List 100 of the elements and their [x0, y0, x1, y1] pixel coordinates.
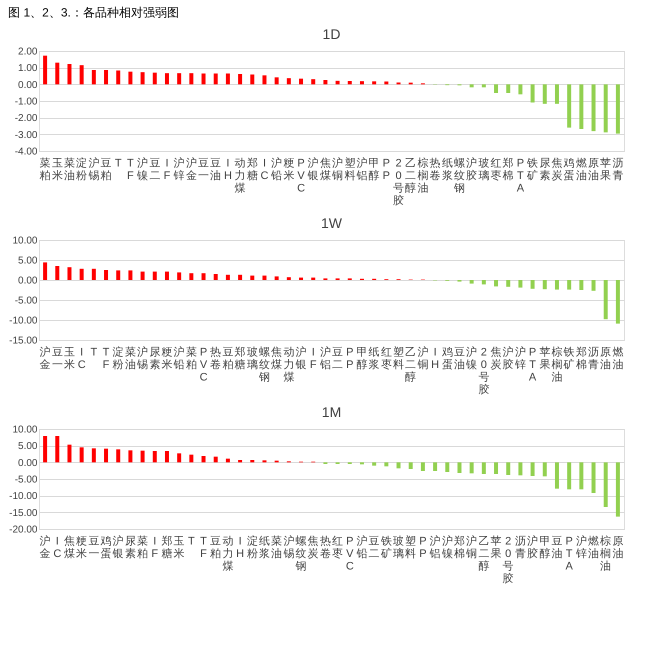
bar: [140, 72, 145, 84]
bar: [518, 280, 522, 288]
bar: [116, 449, 120, 462]
bar: [567, 280, 572, 290]
bar: [164, 73, 169, 84]
bar: [214, 456, 218, 462]
bar: [177, 73, 182, 84]
bar: [506, 84, 510, 93]
x-tick-label: 鸡蛋: [562, 158, 575, 182]
x-tick-label: 淀粉: [76, 156, 88, 182]
y-tick-label: 0.00: [18, 276, 38, 286]
x-tick-label: 沪铅: [355, 534, 368, 560]
bar: [152, 72, 157, 84]
y-tick-label: -1.00: [14, 96, 38, 108]
x-tick-label: 菜粕: [186, 346, 197, 371]
bar: [164, 451, 169, 462]
x-tick-label: 淀粉: [112, 346, 124, 371]
x-tick-label: 沪锡: [136, 346, 148, 371]
x-tick-label: 豆二: [368, 536, 380, 560]
x-tick-label: 沪胶: [527, 534, 538, 560]
x-tick-label: 郑糖: [161, 536, 172, 560]
x-tick-label: 原油: [612, 536, 624, 560]
bar: [43, 436, 48, 462]
x-tick-label: 热卷: [430, 158, 441, 182]
x-tick-label: 红枣: [380, 346, 392, 371]
bar: [592, 462, 596, 493]
x-tick-label: 原油: [600, 346, 612, 371]
x-tick-label: 玉米: [174, 536, 185, 560]
chart-title: 1W: [321, 215, 343, 231]
x-tick-label: IH: [224, 158, 232, 182]
y-tick-label: 10.00: [12, 424, 38, 436]
x-tick-label: 粳米: [283, 158, 294, 182]
x-tick-label: 沪铅: [270, 156, 282, 182]
bar: [128, 450, 132, 462]
bar: [457, 462, 462, 473]
x-tick-label: 乙二醇: [478, 536, 490, 572]
x-tick-label: 郑棉: [502, 158, 514, 182]
bar: [92, 448, 96, 462]
x-tick-label: 苹果: [490, 536, 502, 560]
bar: [43, 56, 48, 84]
y-tick-label: 1.00: [18, 63, 38, 74]
x-tick-label: 苹果: [600, 158, 612, 182]
bar: [494, 280, 498, 286]
y-tick-label: -3.00: [14, 130, 38, 141]
x-tick-label: 塑料: [393, 346, 404, 371]
x-tick-label: 焦煤: [320, 158, 331, 182]
bar: [286, 277, 291, 280]
x-tick-label: 豆油: [454, 346, 465, 371]
x-tick-label: IC: [78, 346, 86, 371]
x-tick-label: T: [90, 346, 98, 358]
bar: [506, 280, 510, 287]
x-tick-label: IH: [431, 346, 440, 371]
chart-title: 1D: [322, 26, 340, 42]
bar: [408, 462, 413, 469]
bar: [140, 450, 145, 462]
bar: [226, 458, 230, 462]
x-tick-label: PVC: [346, 536, 354, 572]
x-tick-label: 铁矿: [380, 536, 392, 560]
bar: [226, 274, 230, 280]
bar: [55, 62, 60, 84]
bar: [518, 84, 522, 94]
bar: [92, 70, 96, 84]
x-tick-label: 沪铜: [331, 156, 344, 182]
y-tick-label: -10.00: [9, 316, 38, 326]
x-tick-label: 乙二醇: [405, 158, 416, 194]
x-tick-label: 纸浆: [368, 346, 380, 371]
y-tick-label: -5.00: [14, 474, 38, 486]
y-tick-label: -15.00: [9, 508, 38, 519]
bar: [164, 272, 169, 280]
x-tick-label: 沪铝: [318, 346, 331, 371]
bar: [542, 280, 547, 290]
bar: [67, 64, 72, 84]
bar: [128, 72, 132, 84]
x-tick-label: 甲醇: [539, 536, 550, 560]
bar: [579, 280, 584, 290]
bar: [55, 436, 60, 462]
bar: [604, 84, 608, 132]
bar: [604, 462, 608, 507]
x-tick-label: PP: [346, 346, 354, 371]
bar: [470, 280, 474, 284]
x-tick-label: 豆粕: [100, 158, 112, 182]
bar: [152, 451, 157, 462]
x-tick-label: PTA: [528, 346, 537, 384]
x-tick-label: PVC: [297, 158, 306, 194]
bar: [189, 73, 194, 84]
x-tick-label: T: [188, 536, 195, 548]
bar: [55, 266, 60, 280]
bar: [116, 270, 120, 280]
x-tick-label: TF: [200, 536, 208, 560]
bar: [214, 274, 218, 280]
bar: [542, 462, 547, 476]
x-tick-label: 沪铝: [428, 534, 441, 560]
x-tick-label: 豆一: [88, 536, 100, 560]
x-tick-label: 焦炭: [551, 158, 562, 182]
x-tick-label: PVC: [200, 346, 208, 384]
bar: [214, 74, 218, 84]
x-tick-label: IC: [53, 536, 62, 560]
bar: [518, 462, 522, 476]
x-tick-label: 焦煤: [271, 346, 282, 371]
x-tick-label: 螺纹钢: [294, 534, 307, 572]
